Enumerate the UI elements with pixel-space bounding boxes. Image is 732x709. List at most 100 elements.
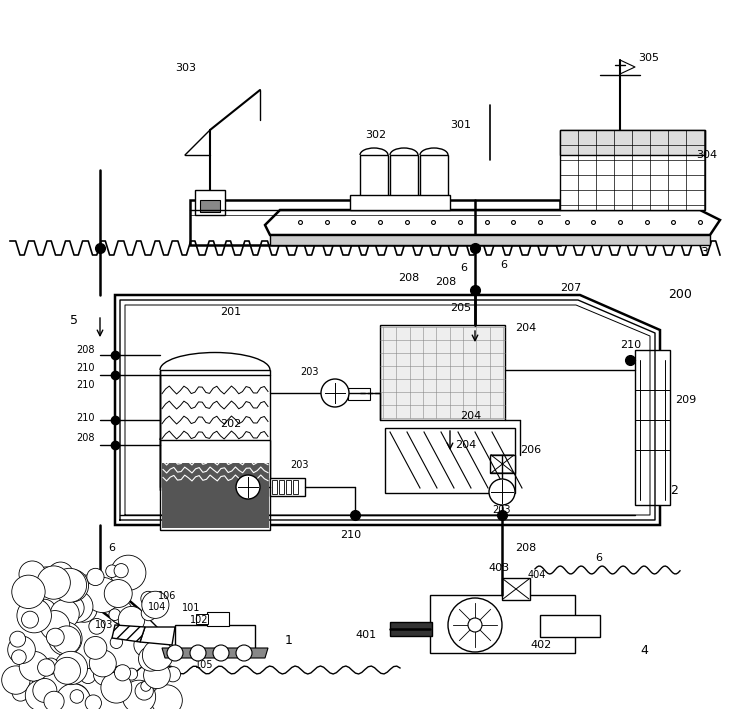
Text: 206: 206 (520, 445, 541, 455)
Circle shape (46, 628, 64, 646)
Text: 207: 207 (560, 283, 581, 293)
Circle shape (12, 650, 26, 664)
Bar (160, 370, 270, 490)
Text: 2: 2 (670, 484, 678, 496)
Bar (207, 612, 229, 626)
Circle shape (44, 691, 64, 709)
Circle shape (60, 596, 84, 620)
Circle shape (12, 674, 37, 700)
Circle shape (40, 610, 70, 640)
Circle shape (10, 631, 26, 647)
Circle shape (32, 599, 56, 623)
Circle shape (190, 645, 206, 661)
Bar (270, 478, 305, 496)
Bar (286, 480, 291, 494)
Bar (490, 455, 515, 473)
Circle shape (61, 684, 89, 709)
Text: 402: 402 (530, 640, 551, 650)
Circle shape (53, 626, 81, 654)
Text: 102: 102 (190, 615, 209, 625)
Circle shape (236, 645, 252, 661)
Circle shape (12, 684, 29, 701)
Circle shape (48, 562, 73, 588)
Circle shape (92, 644, 103, 656)
Circle shape (109, 609, 121, 620)
Polygon shape (265, 210, 720, 235)
Bar (560, 130, 705, 155)
Text: 203: 203 (290, 460, 308, 470)
Circle shape (114, 564, 128, 578)
Text: 204: 204 (455, 440, 477, 450)
Circle shape (37, 566, 70, 599)
Bar (390, 155, 418, 197)
Circle shape (37, 567, 56, 586)
Text: 201: 201 (220, 307, 241, 317)
Text: 103: 103 (95, 620, 113, 630)
Polygon shape (140, 627, 175, 645)
Circle shape (114, 665, 130, 681)
Circle shape (56, 569, 89, 602)
Circle shape (119, 606, 145, 633)
Text: 208: 208 (515, 543, 537, 553)
Circle shape (48, 622, 82, 655)
Bar (160, 440, 270, 530)
Text: 210: 210 (76, 413, 94, 423)
Circle shape (468, 618, 482, 632)
Bar (272, 480, 277, 494)
Bar (540, 615, 600, 637)
Text: 304: 304 (696, 150, 717, 160)
Circle shape (81, 669, 96, 683)
Bar (195, 190, 225, 215)
Circle shape (22, 590, 43, 611)
Text: 303: 303 (175, 63, 196, 73)
Circle shape (70, 690, 83, 703)
Circle shape (126, 668, 138, 680)
Circle shape (43, 571, 60, 589)
Circle shape (31, 672, 43, 684)
Circle shape (53, 657, 81, 684)
Circle shape (138, 647, 163, 671)
Circle shape (12, 575, 45, 608)
Circle shape (28, 600, 47, 619)
Circle shape (152, 685, 182, 709)
Circle shape (134, 633, 157, 657)
Text: 6: 6 (500, 260, 507, 270)
Text: 210: 210 (340, 530, 361, 540)
Circle shape (154, 596, 167, 609)
Text: 6: 6 (595, 553, 602, 563)
Polygon shape (162, 648, 268, 658)
Circle shape (143, 662, 171, 688)
Circle shape (1, 666, 30, 694)
Text: 3: 3 (700, 245, 708, 259)
Bar (175, 625, 255, 653)
Polygon shape (112, 625, 145, 642)
Circle shape (167, 645, 183, 661)
Circle shape (213, 645, 229, 661)
Circle shape (56, 683, 91, 709)
Circle shape (21, 611, 39, 628)
Circle shape (109, 601, 132, 624)
Text: 4: 4 (640, 644, 648, 657)
Bar (200, 200, 220, 212)
Polygon shape (270, 235, 710, 245)
Circle shape (321, 379, 349, 407)
Circle shape (19, 652, 49, 681)
Circle shape (50, 569, 78, 597)
Bar (420, 155, 448, 197)
Circle shape (19, 561, 45, 588)
Bar (390, 622, 432, 636)
Text: 208: 208 (398, 273, 419, 283)
Circle shape (141, 681, 151, 691)
Bar (430, 595, 575, 653)
Text: 5: 5 (70, 313, 78, 327)
Text: 401: 401 (355, 630, 376, 640)
Circle shape (53, 569, 86, 603)
Bar (385, 428, 515, 493)
Circle shape (87, 569, 104, 586)
Circle shape (84, 637, 107, 659)
Circle shape (141, 591, 156, 606)
Text: 302: 302 (365, 130, 386, 140)
Text: 208: 208 (435, 277, 456, 287)
Circle shape (94, 663, 116, 686)
Circle shape (42, 658, 59, 674)
